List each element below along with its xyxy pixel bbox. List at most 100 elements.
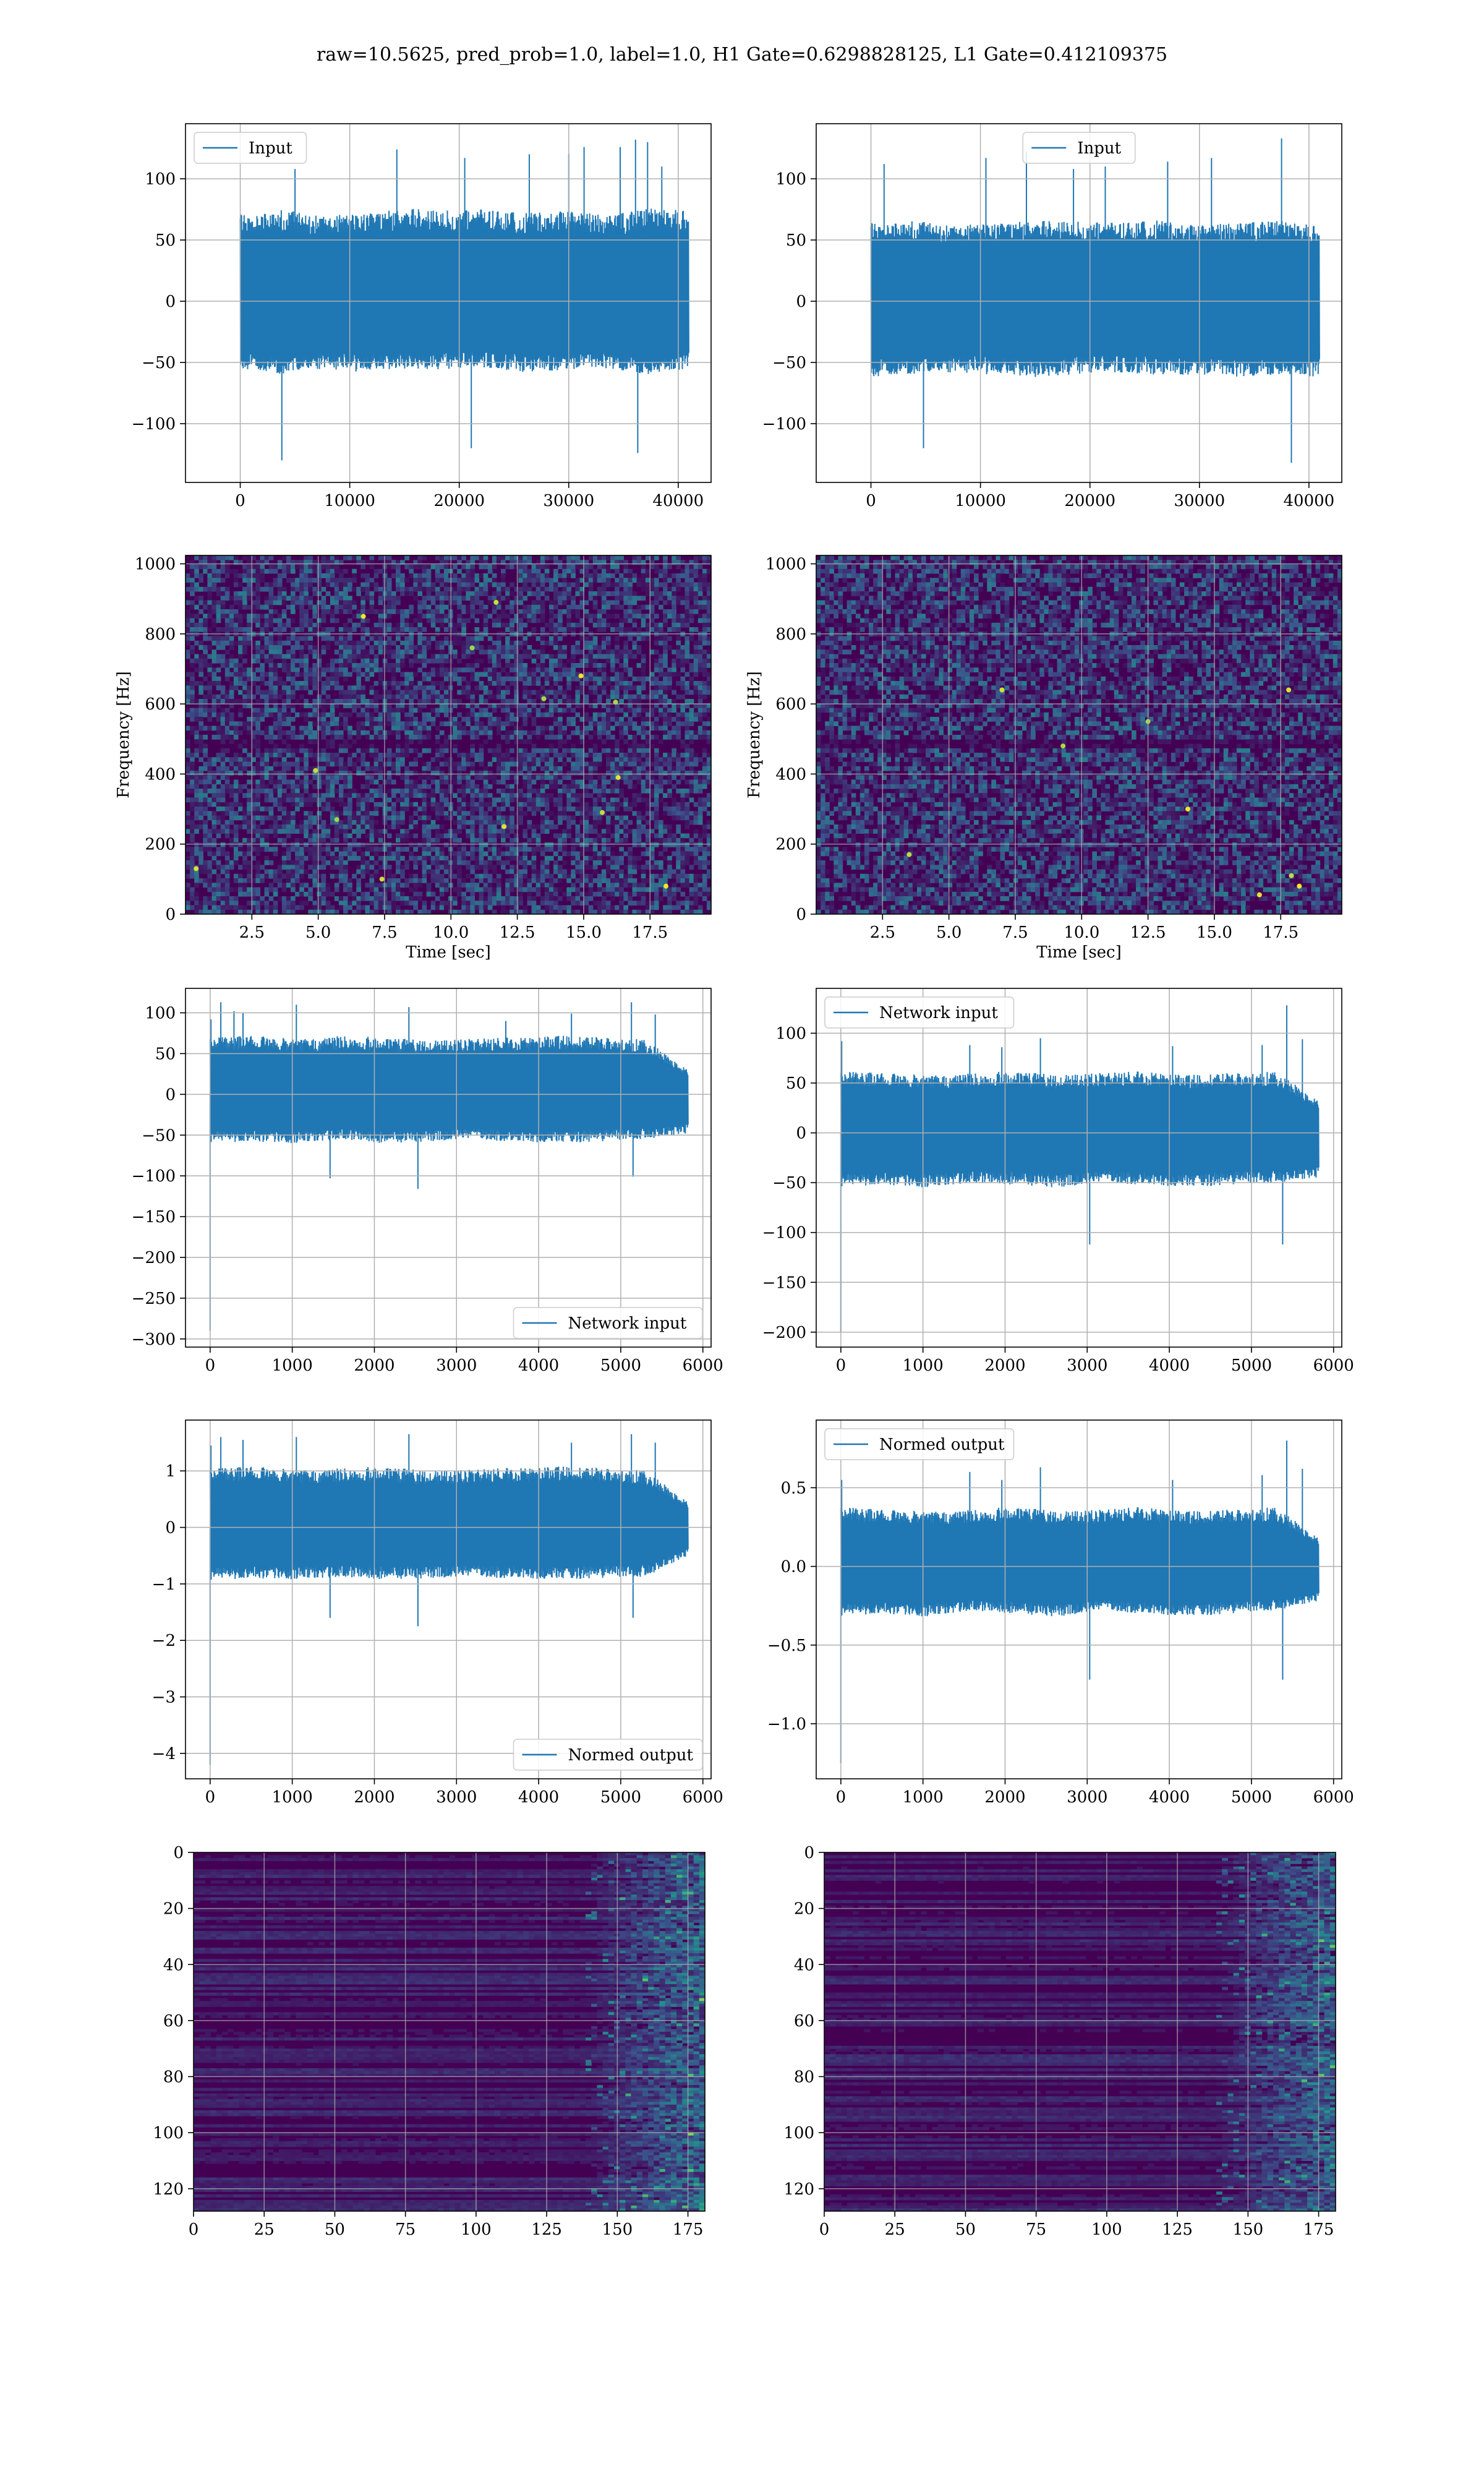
hotspot	[541, 696, 547, 701]
y-tick-label: −50	[142, 354, 176, 372]
y-tick-label: 0	[804, 1844, 814, 1862]
y-tick-label: −1.0	[767, 1715, 806, 1734]
y-tick-label: 20	[163, 1900, 184, 1919]
x-tick-label: 0	[205, 1356, 216, 1375]
grid	[186, 1420, 711, 1779]
y-tick-label: 50	[786, 231, 806, 250]
x-tick-label: 12.5	[500, 923, 535, 942]
hotspot	[379, 876, 385, 882]
series-fill	[871, 237, 1320, 361]
x-tick-label: 100	[1091, 2220, 1122, 2239]
plot-area	[194, 1852, 705, 2211]
axes-frame	[185, 123, 712, 483]
y-tick-label: 60	[163, 2012, 184, 2031]
y-tick-label: 100	[775, 1025, 806, 1043]
y-tick-label: 60	[794, 2012, 814, 2031]
x-tick-label: 0	[189, 2220, 199, 2239]
y-tick-label: −100	[762, 415, 806, 434]
x-tick-label: 2000	[354, 1788, 394, 1807]
x-tick-label: 2.5	[239, 923, 265, 942]
x-tick-label: 20000	[433, 492, 485, 510]
hotspot	[313, 768, 318, 773]
y-tick-label: −4	[152, 1745, 176, 1763]
x-tick-label: 0	[866, 492, 876, 510]
x-tick-label: 0	[836, 1356, 846, 1375]
x-tick-label: 6000	[683, 1356, 723, 1375]
grid	[186, 124, 711, 482]
x-tick-label: 10.0	[433, 923, 469, 942]
y-tick-label: 100	[153, 2124, 184, 2142]
y-tick-label: −0.5	[767, 1637, 806, 1655]
legend-label: Network input	[879, 1004, 998, 1022]
hotspot	[501, 824, 507, 829]
panel-h1-feature-map: 0 25 50 75 100 125 150 175 0 20 40 60 80 100 120	[153, 1844, 706, 2239]
x-tick-label: 17.5	[632, 923, 668, 942]
grid	[186, 988, 711, 1347]
axes-frame	[185, 555, 712, 915]
x-tick-label: 17.5	[1263, 923, 1298, 942]
plot-area	[186, 988, 711, 1347]
y-tick-label: −200	[132, 1249, 176, 1267]
panel-h1-spectrogram: 2.5 5.0 7.5 10.0 12.5 15.0 17.5 0 200 400 600 800 10…	[114, 555, 712, 962]
hotspot	[663, 883, 668, 889]
grid	[816, 555, 1342, 914]
x-tick-label: 2000	[354, 1356, 394, 1375]
y-tick-label: 120	[783, 2180, 814, 2199]
y-tick-label: −3	[152, 1689, 176, 1707]
x-tick-label: 30000	[543, 492, 594, 510]
series-fill	[210, 1047, 688, 1133]
y-tick-label: 80	[163, 2068, 184, 2087]
x-tick-label: 2000	[984, 1356, 1025, 1375]
x-tick-label: 10000	[955, 492, 1006, 510]
hotspot	[613, 700, 618, 705]
grid	[816, 988, 1342, 1347]
x-tick-label: 5000	[600, 1788, 641, 1807]
y-tick-label: 100	[145, 1004, 176, 1023]
y-tick-label: 1	[165, 1462, 176, 1481]
x-tick-label: 20000	[1064, 492, 1115, 510]
x-tick-label: 12.5	[1130, 923, 1166, 942]
y-tick-label: 100	[783, 2124, 814, 2142]
axes-frame	[185, 1419, 712, 1779]
x-tick-label: 3000	[436, 1788, 477, 1807]
y-tick-label: 50	[786, 1074, 806, 1093]
x-tick-label: 5.0	[936, 923, 962, 942]
y-tick-label: 0.0	[781, 1558, 806, 1577]
y-tick-label: −2	[152, 1632, 176, 1650]
x-tick-label: 1000	[272, 1788, 313, 1807]
x-tick-label: 4000	[1149, 1788, 1190, 1807]
y-tick-label: 40	[794, 1956, 814, 1974]
hotspot	[1289, 873, 1294, 878]
y-axis-label: Frequency [Hz]	[114, 671, 133, 798]
axes-frame	[193, 1852, 706, 2212]
y-tick-label: 800	[775, 625, 806, 644]
x-tick-label: 3000	[436, 1356, 477, 1375]
x-tick-label: 5000	[1231, 1788, 1272, 1807]
legend-label: Normed output	[568, 1746, 694, 1765]
x-tick-label: 6000	[683, 1788, 723, 1807]
plot-area	[816, 555, 1342, 914]
axes-frame	[816, 123, 1342, 483]
x-tick-label: 0	[819, 2220, 830, 2239]
plot-area	[186, 124, 711, 482]
x-tick-label: 50	[955, 2220, 976, 2239]
grid	[186, 555, 711, 914]
y-tick-label: 400	[775, 765, 806, 784]
x-tick-label: 4000	[518, 1356, 559, 1375]
x-tick-label: 7.5	[1002, 923, 1028, 942]
legend: Normed output	[824, 1428, 1015, 1460]
legend: Input	[1022, 132, 1136, 164]
series-fill	[210, 1479, 688, 1569]
grid	[824, 1852, 1336, 2211]
legend-label: Input	[249, 139, 292, 158]
y-tick-label: −250	[132, 1290, 176, 1308]
hotspot	[194, 866, 199, 871]
x-tick-label: 75	[395, 2220, 416, 2239]
x-tick-label: 75	[1026, 2220, 1046, 2239]
hotspot	[360, 614, 366, 619]
x-tick-label: 3000	[1067, 1788, 1107, 1807]
plot-area	[816, 988, 1342, 1347]
series-line	[209, 1002, 689, 1331]
x-axis-label: Time [sec]	[406, 943, 491, 962]
